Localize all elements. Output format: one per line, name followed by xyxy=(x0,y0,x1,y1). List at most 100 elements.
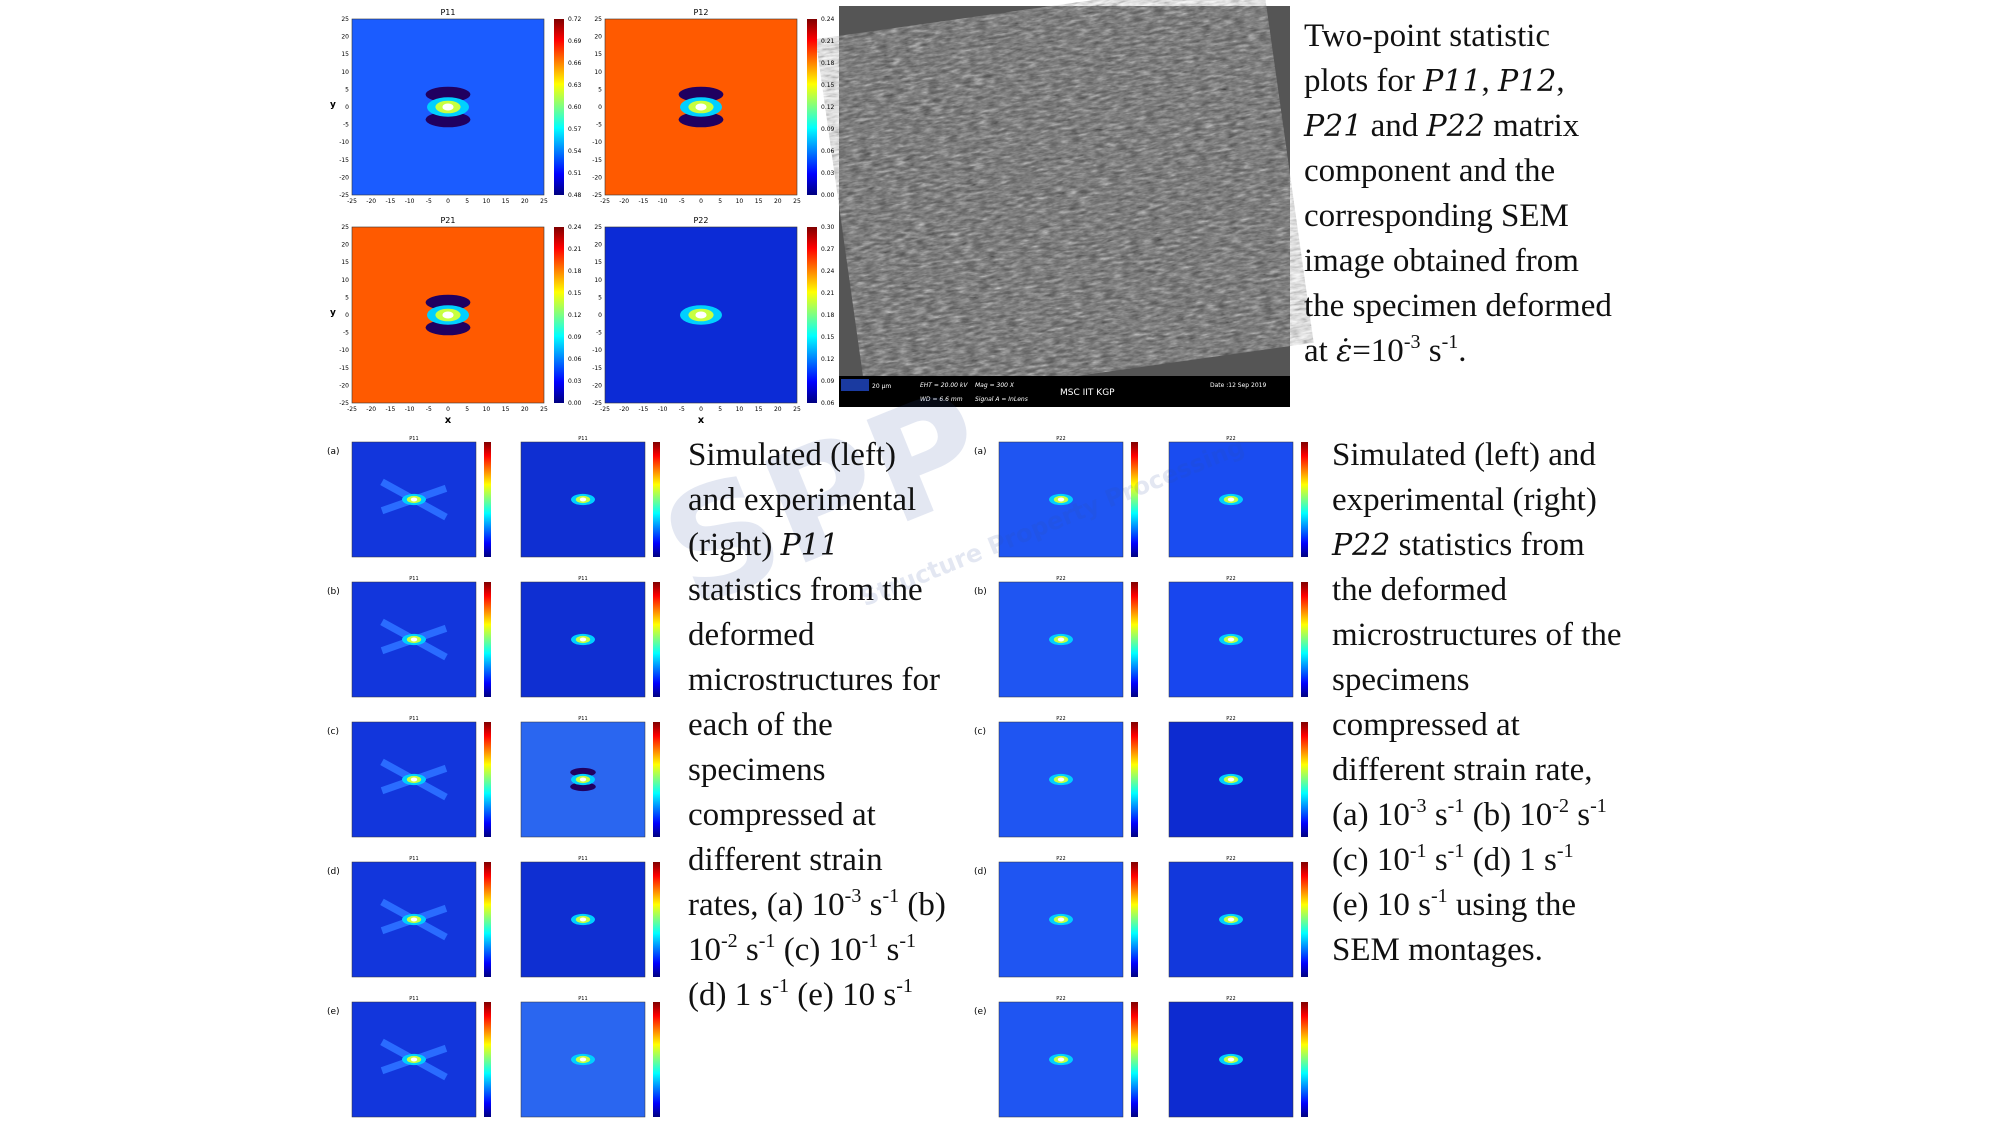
caption-text: P22 xyxy=(1332,528,1391,563)
x-tick-label: 0 xyxy=(446,198,450,205)
caption-text: s xyxy=(1568,797,1591,833)
caption-line: (e) 10 s-1 using the xyxy=(1332,883,1622,928)
blob-core xyxy=(695,311,707,319)
panel-label: (c) xyxy=(327,727,339,737)
panel-label: (e) xyxy=(327,1007,340,1017)
caption: Simulated (left) and experimental (right) … xyxy=(688,433,946,1018)
caption-line: specimens xyxy=(1332,658,1622,703)
colorbar-label: 0.06 xyxy=(568,356,582,363)
panel-colorbar xyxy=(484,722,491,837)
y-tick-label: 25 xyxy=(341,224,349,231)
x-tick-label: 20 xyxy=(521,406,529,413)
caption-text: ε̇ xyxy=(1336,334,1353,369)
caption: Two-point statistic plots for P11, P12, P2… xyxy=(1304,14,1612,374)
y-tick-label: -5 xyxy=(596,330,602,337)
y-tick-label: 20 xyxy=(341,34,349,41)
colorbar-label: 0.60 xyxy=(568,104,582,111)
colorbar-label: 0.15 xyxy=(568,290,582,297)
y-tick-label: -20 xyxy=(592,382,602,389)
colorbar-label: 0.21 xyxy=(568,246,582,253)
caption-text: -3 xyxy=(1403,331,1421,353)
caption-line: Simulated (left) xyxy=(688,433,946,478)
heatmap: P11 -25-25 -20 -20 -15 -15 -10 -10 -5 -5 0 0 5 5 10 10 1… xyxy=(330,8,582,205)
panel-title: P11 xyxy=(409,996,418,1002)
caption-text: different strain rate, xyxy=(1332,752,1593,788)
panel-colorbar xyxy=(1301,582,1308,697)
y-tick-label: 15 xyxy=(341,259,349,266)
blob-core xyxy=(442,311,454,319)
caption-text: -3 xyxy=(1409,795,1427,817)
y-tick-label: 5 xyxy=(598,294,602,301)
panel-title: P11 xyxy=(409,576,418,582)
caption-text: (d) 1 s xyxy=(688,977,773,1013)
blob-core xyxy=(410,917,418,922)
caption-text: specimens xyxy=(1332,662,1470,698)
caption-text: and experimental xyxy=(688,482,917,518)
blob-core xyxy=(579,637,587,642)
caption-text: P11 xyxy=(1423,64,1482,99)
y-tick-label: -5 xyxy=(596,122,602,129)
panel-colorbar xyxy=(1301,442,1308,557)
colorbar-label: 0.66 xyxy=(568,60,582,67)
x-tick-label: -5 xyxy=(679,406,685,413)
colorbar-label: 0.54 xyxy=(568,148,582,155)
caption-text: (e) 10 s xyxy=(1332,887,1431,923)
caption-line: deformed xyxy=(688,613,946,658)
caption-text: at xyxy=(1304,333,1337,369)
y-axis-label: y xyxy=(330,100,336,110)
x-tick-label: 25 xyxy=(793,406,801,413)
caption-line: and experimental xyxy=(688,478,946,523)
x-tick-label: -25 xyxy=(347,198,357,205)
caption: Simulated (left) and experimental (right)… xyxy=(1332,433,1622,973)
caption-text: , xyxy=(1556,63,1565,99)
caption-line: P21 and P22 matrix xyxy=(1304,104,1612,149)
blob-core xyxy=(1227,917,1235,922)
y-tick-label: 15 xyxy=(341,51,349,58)
y-tick-label: 0 xyxy=(598,312,602,319)
y-tick-label: -25 xyxy=(592,192,602,199)
x-tick-label: -20 xyxy=(366,198,376,205)
caption-text: the specimen deformed xyxy=(1304,288,1612,324)
x-tick-label: -20 xyxy=(366,406,376,413)
panel-colorbar xyxy=(1301,722,1308,837)
caption-line: P22 statistics from xyxy=(1332,523,1622,568)
x-tick-label: 5 xyxy=(465,406,469,413)
plots: P11-25-25-20-20-15-15-10-10-5-5005510101… xyxy=(327,8,1308,1118)
caption-text: (b) xyxy=(899,887,946,923)
colorbar-label: 0.69 xyxy=(568,38,582,45)
panel-title: P11 xyxy=(578,856,587,862)
x-tick-label: -10 xyxy=(658,406,668,413)
colorbar-label: 0.63 xyxy=(568,82,582,89)
caption-text: -2 xyxy=(1552,795,1569,817)
x-tick-label: 5 xyxy=(718,406,722,413)
caption-line: specimens xyxy=(688,748,946,793)
panel-label: (a) xyxy=(974,447,987,457)
colorbar xyxy=(807,227,817,403)
caption-line: SEM montages. xyxy=(1332,928,1622,973)
panel-colorbar xyxy=(1131,442,1138,557)
x-tick-label: 15 xyxy=(502,406,510,413)
caption-line: the deformed xyxy=(1332,568,1622,613)
colorbar xyxy=(554,19,564,195)
colorbar-label: 0.24 xyxy=(821,268,835,275)
caption-line: (right) P11 xyxy=(688,523,946,568)
colorbar-label: 0.57 xyxy=(568,126,582,133)
y-tick-label: 10 xyxy=(341,69,349,76)
caption-text: (a) 10 xyxy=(1332,797,1410,833)
caption-text: P11 xyxy=(780,528,839,563)
panel-row: (a) P11 P11 xyxy=(327,436,660,558)
colorbar-label: 0.03 xyxy=(568,378,582,385)
x-tick-label: 10 xyxy=(736,198,744,205)
heatmap: P22 -25-25 -20 -20 -15 -15 -10 -10 -5 -5 0 0 5 5 10 10 1… xyxy=(592,216,834,426)
caption-line: experimental (right) xyxy=(1332,478,1622,523)
y-tick-label: 5 xyxy=(345,86,349,93)
panel-title: P11 xyxy=(578,716,587,722)
panel-title: P22 xyxy=(1226,436,1235,442)
y-tick-label: -10 xyxy=(339,347,349,354)
panel-colorbar xyxy=(653,862,660,977)
blob-arc xyxy=(678,86,724,103)
panel-colorbar xyxy=(484,862,491,977)
plot-title: P12 xyxy=(693,8,708,17)
sem-image: 20 µm EHT = 20.00 kV Mag = 300 X WD = 6.… xyxy=(815,0,1314,416)
sem-info-bar xyxy=(839,376,1290,407)
